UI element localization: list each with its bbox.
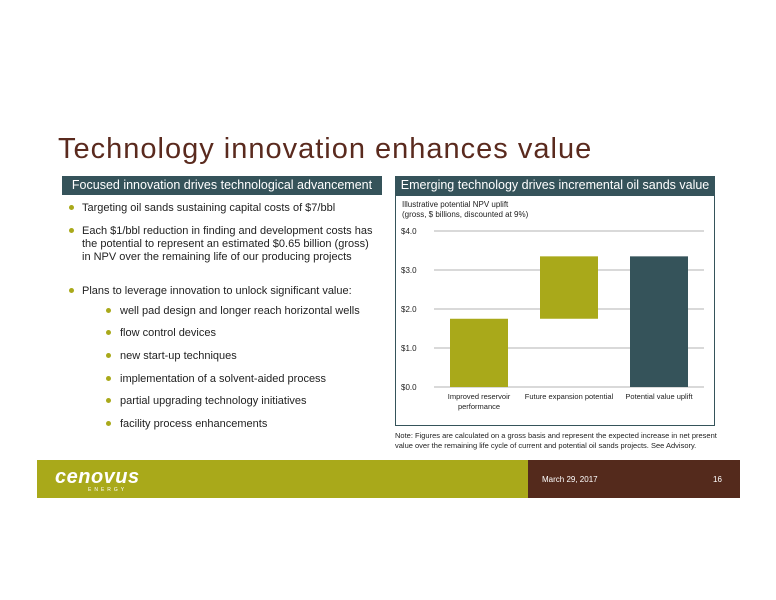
bullet-dot-icon xyxy=(106,330,111,335)
footer-date-block xyxy=(528,460,740,498)
y-tick-label: $2.0 xyxy=(401,305,417,314)
y-tick-label: $0.0 xyxy=(401,383,417,392)
bullet-text: Targeting oil sands sustaining capital c… xyxy=(82,202,336,214)
sub-bullet-text: partial upgrading technology initiatives xyxy=(120,395,307,407)
sub-bullet-item: flow control devices xyxy=(58,327,216,340)
bar xyxy=(450,318,508,387)
x-category-label: Improved reservoir xyxy=(448,392,511,401)
chart-note: Note: Figures are calculated on a gross … xyxy=(395,431,717,450)
page-title: Technology innovation enhances value xyxy=(58,133,593,165)
sub-bullet-text: facility process enhancements xyxy=(120,418,268,430)
sub-bullet-text: new start-up techniques xyxy=(120,350,237,362)
sub-bullet-item: partial upgrading technology initiatives xyxy=(58,395,307,408)
x-category-label: Potential value uplift xyxy=(625,392,693,401)
sub-bullet-text: well pad design and longer reach horizon… xyxy=(120,305,360,317)
y-tick-label: $1.0 xyxy=(401,344,417,353)
cenovus-logo: cenovus xyxy=(55,466,140,488)
y-tick-label: $4.0 xyxy=(401,227,417,236)
chart-title: Illustrative potential NPV uplift xyxy=(402,200,509,209)
cenovus-logo-subtext: ENERGY xyxy=(88,487,128,493)
footer-date: March 29, 2017 xyxy=(542,475,598,484)
sub-bullet-text: flow control devices xyxy=(120,327,216,339)
x-category-label: performance xyxy=(458,402,500,411)
sub-bullet-item: implementation of a solvent-aided proces… xyxy=(58,373,326,386)
bullet-dot-icon xyxy=(106,376,111,381)
bullet-dot-icon xyxy=(106,308,111,313)
bullet-text: Each $1/bbl reduction in finding and dev… xyxy=(82,225,373,263)
x-category-label: Future expansion potential xyxy=(525,392,614,401)
bar xyxy=(540,256,598,319)
bullet-item: Targeting oil sands sustaining capital c… xyxy=(58,202,335,215)
bullet-item: Plans to leverage innovation to unlock s… xyxy=(58,285,352,298)
npv-uplift-chart: Illustrative potential NPV uplift(gross,… xyxy=(401,200,704,411)
chart-subtitle: (gross, $ billions, discounted at 9%) xyxy=(402,210,529,219)
sub-bullet-item: facility process enhancements xyxy=(58,418,267,431)
page-number: 16 xyxy=(713,475,722,484)
right-panel-header: Emerging technology drives incremental o… xyxy=(395,176,715,195)
bullet-dot-icon xyxy=(106,421,111,426)
bullet-dot-icon xyxy=(69,288,74,293)
sub-bullet-item: well pad design and longer reach horizon… xyxy=(58,305,360,318)
sub-bullet-item: new start-up techniques xyxy=(58,350,237,363)
y-tick-label: $3.0 xyxy=(401,266,417,275)
bullet-dot-icon xyxy=(69,228,74,233)
bullet-item: Each $1/bbl reduction in finding and dev… xyxy=(58,225,378,264)
left-panel-header: Focused innovation drives technological … xyxy=(62,176,382,195)
bullet-dot-icon xyxy=(106,398,111,403)
bullet-dot-icon xyxy=(69,205,74,210)
bullet-text: Plans to leverage innovation to unlock s… xyxy=(82,285,352,297)
npv-chart-panel: Illustrative potential NPV uplift (gross,… xyxy=(395,195,715,426)
bar xyxy=(630,256,688,387)
sub-bullet-text: implementation of a solvent-aided proces… xyxy=(120,373,327,385)
bullet-dot-icon xyxy=(106,353,111,358)
